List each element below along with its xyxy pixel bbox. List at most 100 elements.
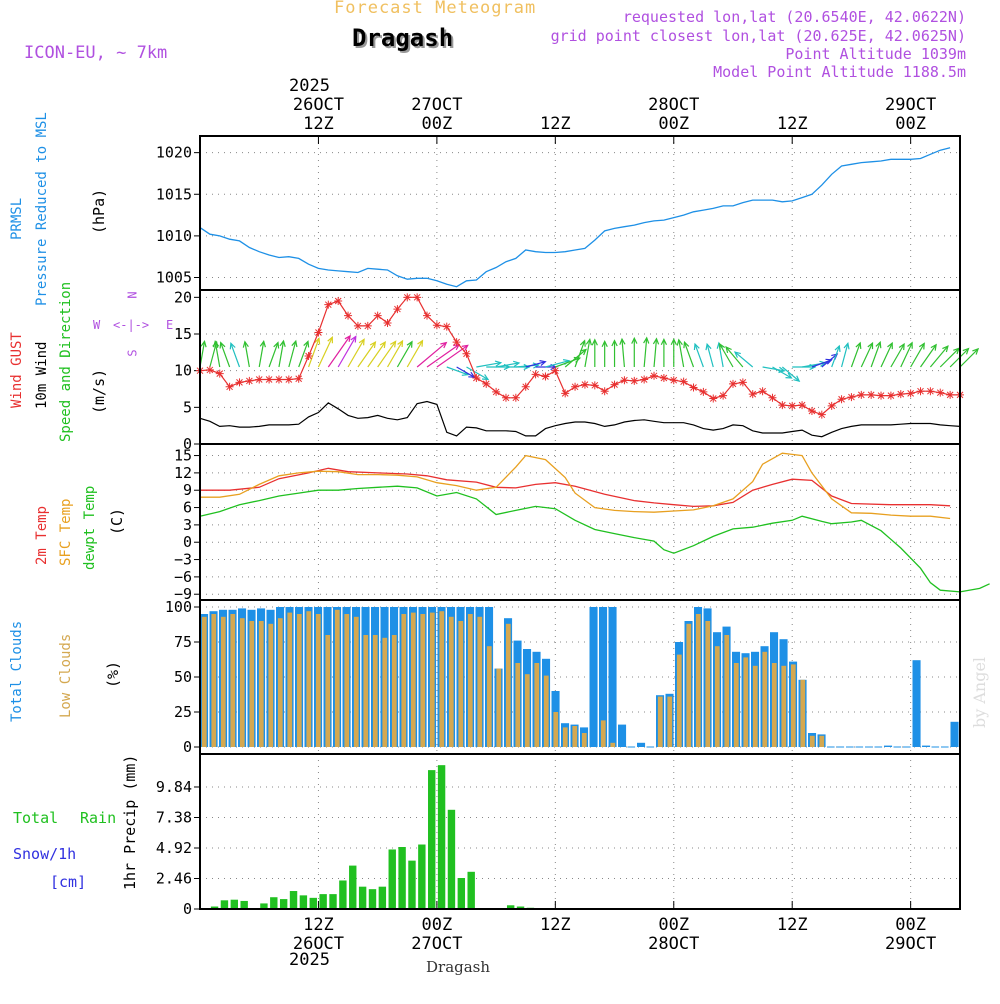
gust-marker — [334, 297, 343, 305]
wind-arrow — [545, 360, 570, 368]
location-title: Dragash — [352, 24, 454, 52]
wind-arrow — [268, 342, 279, 368]
precip-bar — [398, 847, 406, 909]
wind-arrow — [288, 340, 297, 368]
wind-arrow-head — [219, 341, 226, 349]
precip-bar — [240, 900, 248, 909]
clouds-unit: (%) — [104, 660, 122, 688]
y-tick-label: 15 — [174, 325, 192, 343]
low-cloud-bar — [391, 635, 397, 747]
wind-arrow-head — [705, 342, 712, 351]
wind-arrow — [880, 342, 893, 368]
y-tick-label: 9 — [183, 481, 192, 499]
wind-arrow-head — [875, 340, 882, 349]
gust-marker — [650, 371, 659, 380]
top-time-label-hour: 12Z — [540, 114, 571, 134]
wind-arrow-head — [481, 374, 490, 381]
panel-frame — [199, 289, 961, 445]
wind-arrow-head — [379, 340, 386, 349]
gust-marker — [719, 391, 728, 400]
top-time-label-hour: 12Z — [303, 114, 334, 134]
gust-marker — [363, 321, 372, 330]
y-tick-label: 9.84 — [156, 778, 192, 796]
gust-marker — [600, 387, 609, 396]
low-cloud-bar — [667, 696, 673, 747]
clouds-label-a: Total Clouds — [9, 620, 25, 722]
wind-arrow-head — [539, 360, 547, 367]
y-tick-label: 6 — [183, 499, 192, 517]
gust-marker — [235, 378, 244, 387]
gust-marker — [353, 321, 362, 330]
low-cloud-bar — [695, 614, 701, 747]
gust-marker — [492, 387, 501, 396]
wind-arrow-head — [972, 347, 980, 355]
y-tick-label: 12 — [174, 464, 192, 482]
wind-arrow — [683, 341, 695, 368]
wind-arrow — [725, 346, 744, 368]
bottom-time-label-date: 26OCT — [293, 934, 344, 954]
gust-marker — [383, 319, 392, 327]
wind-arrow-head — [344, 334, 351, 342]
wind-arrow-head — [918, 342, 925, 350]
precip-bar — [349, 865, 357, 909]
pressure-label-a: PRMSL — [9, 197, 25, 240]
low-cloud-bar — [505, 623, 511, 747]
bottom-time-label-hour: 00Z — [895, 915, 926, 935]
y-tick-label: 0 — [183, 900, 192, 918]
wind-arrow — [890, 343, 905, 368]
precip-bar — [270, 897, 278, 909]
wind-arrow-head — [725, 346, 732, 354]
wind-arrow — [694, 343, 704, 368]
y-tick-label: 1015 — [156, 185, 192, 203]
gust-marker — [847, 393, 856, 402]
gust-marker — [620, 376, 629, 385]
gust-marker — [284, 375, 293, 384]
y-tick-label: −9 — [174, 585, 192, 603]
gust-marker — [294, 374, 303, 383]
gust-marker — [709, 394, 718, 403]
gust-marker — [877, 391, 886, 400]
wind-arrow — [870, 341, 881, 368]
y-tick-label: −3 — [174, 551, 192, 569]
wind-arrow — [214, 341, 221, 368]
wind-arrow — [643, 337, 648, 368]
low-cloud-bar — [581, 733, 587, 747]
wind-arrow — [244, 341, 250, 368]
wind-arrow-head — [461, 344, 469, 351]
wind-arrow — [653, 338, 658, 368]
wind-arrow — [910, 343, 925, 368]
dewpoint-line — [199, 485, 990, 593]
gust-marker — [640, 375, 649, 384]
low-cloud-bar — [610, 742, 616, 747]
gust-marker — [630, 376, 639, 385]
wind-arrow-head — [643, 336, 650, 344]
gust-marker — [274, 375, 283, 384]
gust-marker — [788, 401, 797, 410]
wind-arrow — [466, 366, 489, 380]
bottom-time-label-hour: 12Z — [540, 915, 571, 935]
wind-arrow — [781, 366, 800, 382]
gust-marker — [817, 410, 826, 419]
gust-marker — [442, 322, 451, 331]
gust-marker — [452, 338, 461, 347]
bottom-time-label-hour: 00Z — [422, 915, 453, 935]
gust-marker — [906, 389, 915, 398]
y-tick-label: 0 — [183, 738, 192, 756]
wind-arrow — [416, 342, 447, 368]
low-cloud-bar — [325, 635, 331, 747]
low-cloud-bar — [790, 664, 796, 747]
top-time-label-hour: 00Z — [658, 114, 689, 134]
wind-arrow-head — [390, 340, 397, 348]
precip-bar — [506, 905, 515, 909]
wind-arrow-head — [200, 340, 207, 348]
wind-arrow — [317, 337, 333, 368]
gust-marker — [225, 382, 234, 391]
precip-bar — [289, 891, 298, 909]
wind-arrow — [762, 366, 785, 372]
gust-marker — [462, 349, 471, 358]
gust-marker — [432, 321, 441, 330]
total-cloud-bar — [912, 660, 921, 747]
y-tick-label: 5 — [183, 398, 192, 416]
low-cloud-bar — [524, 674, 530, 747]
wind-arrow-head — [213, 340, 220, 348]
